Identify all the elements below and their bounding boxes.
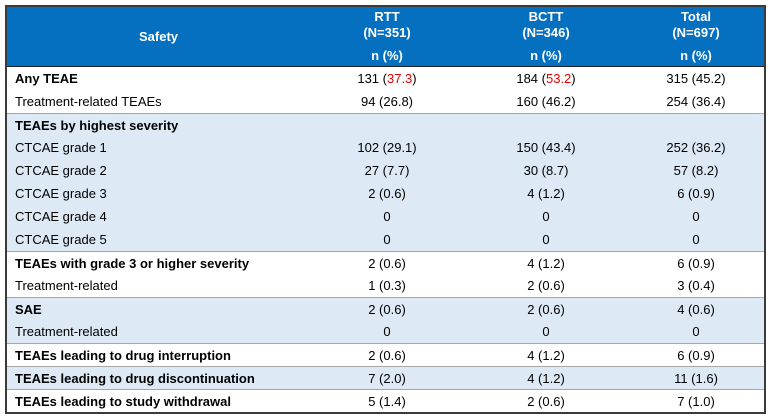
row-value: 254 (36.4) <box>666 94 726 109</box>
col-unit: n (%) <box>680 47 712 63</box>
row-value: 0 <box>692 209 700 224</box>
row-value: 4 (1.2) <box>527 186 565 201</box>
row-value: 150 (43.4) <box>516 140 576 155</box>
table-row: TEAEs by highest severity <box>7 113 764 136</box>
row-value: 6 (0.9) <box>677 255 715 271</box>
row-label: CTCAE grade 5 <box>15 232 107 247</box>
table-row: CTCAE grade 1 102 (29.1) 150 (43.4) 252 (36… <box>7 136 764 159</box>
row-value: 30 (8.7) <box>523 163 569 178</box>
row-value: 6 (0.9) <box>677 186 715 201</box>
row-value: 94 (26.8) <box>360 94 414 109</box>
table-row: CTCAE grade 3 2 (0.6) 4 (1.2) 6 (0.9) <box>7 182 764 205</box>
safety-table: Safety RTT (N=351) n (%) BCTT (N=346) n … <box>5 5 766 414</box>
row-value: 4 (1.2) <box>527 347 565 363</box>
table-row: CTCAE grade 2 27 (7.7) 30 (8.7) 57 (8.2) <box>7 159 764 182</box>
row-value: 2 (0.6) <box>368 255 406 271</box>
row-label: TEAEs with grade 3 or higher severity <box>15 255 250 271</box>
row-value: 0 <box>542 324 550 339</box>
row-value: 2 (0.6) <box>368 301 406 317</box>
header-col-total: Total (N=697) n (%) <box>628 9 764 64</box>
row-value: 3 (0.4) <box>677 278 715 293</box>
table-row: Treatment-related 1 (0.3) 2 (0.6) 3 (0.4) <box>7 274 764 297</box>
row-label: CTCAE grade 1 <box>15 140 107 155</box>
table-row: TEAEs leading to study withdrawal 5 (1.4)… <box>7 389 764 412</box>
table-row: Treatment-related 0 0 0 <box>7 320 764 343</box>
row-value: 1 (0.3) <box>368 278 406 293</box>
row-label: Treatment-related TEAEs <box>15 94 162 109</box>
row-label: CTCAE grade 2 <box>15 163 107 178</box>
col-n: (N=346) <box>522 25 570 41</box>
table-row: CTCAE grade 4 0 0 0 <box>7 205 764 228</box>
row-value: 7 (1.0) <box>677 393 715 409</box>
col-unit: n (%) <box>530 47 562 63</box>
row-value: 5 (1.4) <box>368 393 406 409</box>
row-value: 0 <box>383 209 391 224</box>
row-value: 0 <box>383 232 391 247</box>
row-value: 0 <box>692 232 700 247</box>
row-label: Treatment-related <box>15 278 118 293</box>
row-label: TEAEs leading to drug discontinuation <box>15 370 255 386</box>
row-value: 2 (0.6) <box>368 347 406 363</box>
row-value: 27 (7.7) <box>364 163 410 178</box>
row-value: 0 <box>542 232 550 247</box>
row-label: Any TEAE <box>15 71 78 86</box>
row-value: 4 (1.2) <box>527 370 565 386</box>
row-label: CTCAE grade 3 <box>15 186 107 201</box>
header-col-rtt: RTT (N=351) n (%) <box>310 9 464 64</box>
row-value: 2 (0.6) <box>527 301 565 317</box>
highlighted-value: 37.3 <box>386 71 413 86</box>
row-value: 7 (2.0) <box>368 370 406 386</box>
col-name: BCTT <box>528 9 564 25</box>
row-label: CTCAE grade 4 <box>15 209 107 224</box>
table-header: Safety RTT (N=351) n (%) BCTT (N=346) n … <box>7 7 764 67</box>
row-value: 315 (45.2) <box>666 71 726 86</box>
table-row: Treatment-related TEAEs 94 (26.8) 160 (46.… <box>7 90 764 113</box>
table-body: Any TEAE 131 (37.3) 184 (53.2) 315 (45.2) Tr… <box>7 67 764 412</box>
row-label: TEAEs leading to drug interruption <box>15 347 231 363</box>
header-safety: Safety <box>138 29 179 44</box>
row-value: 57 (8.2) <box>673 163 719 178</box>
row-value: 102 (29.1) <box>357 140 417 155</box>
col-name: Total <box>680 9 712 25</box>
row-value: 4 (0.6) <box>677 301 715 317</box>
row-value: 4 (1.2) <box>527 255 565 271</box>
row-value: 160 (46.2) <box>516 94 576 109</box>
row-value: 6 (0.9) <box>677 347 715 363</box>
table-row: TEAEs with grade 3 or higher severity 2 (… <box>7 251 764 274</box>
col-n: (N=697) <box>672 25 720 41</box>
col-name: RTT <box>374 9 400 25</box>
row-value: 131 (37.3) <box>357 71 417 86</box>
row-value: 184 (53.2) <box>516 71 576 86</box>
row-label: SAE <box>15 301 42 317</box>
highlighted-value: 53.2 <box>545 71 572 86</box>
col-unit: n (%) <box>371 47 403 63</box>
row-label: Treatment-related <box>15 324 118 339</box>
row-value: 2 (0.6) <box>527 278 565 293</box>
table-row: Any TEAE 131 (37.3) 184 (53.2) 315 (45.2) <box>7 67 764 90</box>
col-n: (N=351) <box>363 25 411 41</box>
row-label: TEAEs by highest severity <box>15 117 179 133</box>
table-row: CTCAE grade 5 0 0 0 <box>7 228 764 251</box>
table-row: SAE 2 (0.6) 2 (0.6) 4 (0.6) <box>7 297 764 320</box>
row-value: 11 (1.6) <box>674 370 718 386</box>
row-value: 0 <box>542 209 550 224</box>
header-col-bctt: BCTT (N=346) n (%) <box>464 9 628 64</box>
row-label: TEAEs leading to study withdrawal <box>15 393 231 409</box>
row-value: 0 <box>692 324 700 339</box>
table-row: TEAEs leading to drug discontinuation 7 (… <box>7 366 764 389</box>
row-value: 0 <box>383 324 391 339</box>
table-row: TEAEs leading to drug interruption 2 (0.6… <box>7 343 764 366</box>
row-value: 2 (0.6) <box>368 186 406 201</box>
row-value: 2 (0.6) <box>527 393 565 409</box>
row-value: 252 (36.2) <box>666 140 726 155</box>
